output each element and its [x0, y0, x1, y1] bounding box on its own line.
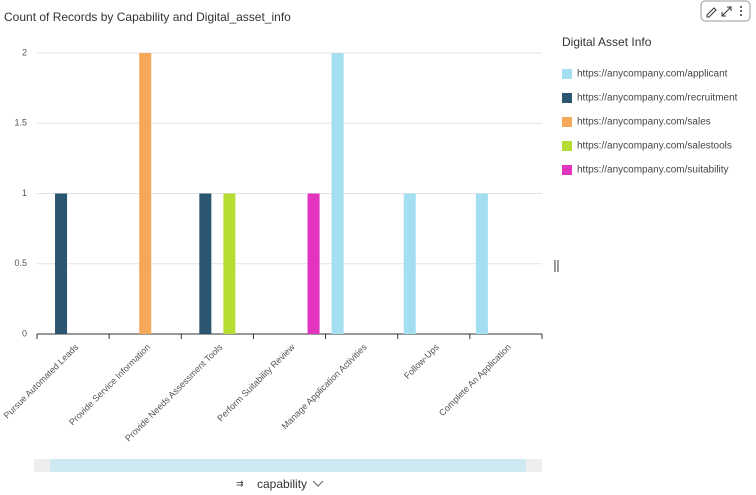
edit-icon[interactable] — [706, 7, 717, 18]
legend-swatch — [562, 69, 572, 79]
legend-label: https://anycompany.com/recruitment — [577, 93, 738, 104]
y-tick-label: 2 — [22, 47, 27, 57]
bar — [139, 53, 152, 334]
legend-swatch — [562, 141, 572, 151]
menu-dot[interactable] — [740, 14, 742, 16]
x-tick-label: Pursue Automated Leads — [2, 342, 81, 421]
scrollbar-thumb[interactable] — [50, 459, 526, 472]
y-tick-label: 0 — [22, 328, 27, 338]
bar — [223, 193, 236, 334]
legend-label: https://anycompany.com/suitability — [577, 165, 729, 176]
bar — [199, 193, 212, 334]
chart-title: Count of Records by Capability and Digit… — [4, 10, 291, 24]
toolbar-box — [700, 0, 751, 22]
legend-label: https://anycompany.com/salestools — [577, 141, 732, 152]
x-tick-label: Follow-Ups — [402, 342, 441, 381]
y-tick-label: 1 — [22, 188, 27, 198]
legend-label: https://anycompany.com/sales — [577, 117, 711, 128]
y-tick-label: 1.5 — [14, 118, 27, 128]
expand-icon[interactable] — [721, 6, 732, 17]
x-tick-label: Manage Application Activities — [280, 342, 369, 431]
x-tick-label: Complete An Application — [437, 342, 513, 418]
x-axis-label[interactable]: capability — [257, 477, 307, 491]
menu-dot[interactable] — [740, 10, 742, 12]
bar — [55, 193, 68, 334]
legend-title: Digital Asset Info — [562, 35, 652, 49]
dropdown-icon[interactable] — [312, 480, 324, 487]
legend-label: https://anycompany.com/applicant — [577, 69, 728, 80]
bar — [403, 193, 416, 334]
bar — [475, 193, 488, 334]
menu-dot[interactable] — [740, 6, 742, 8]
legend-swatch — [562, 93, 572, 103]
toolbar[interactable] — [700, 0, 751, 22]
legend-swatch — [562, 117, 572, 127]
x-tick-label: Perform Suitability Review — [215, 342, 297, 424]
bar — [331, 53, 344, 334]
bar — [307, 193, 320, 334]
x-tick-label: Provide Service Information — [67, 342, 152, 427]
y-tick-label: 0.5 — [14, 258, 27, 268]
sort-icon[interactable]: ⇉ — [236, 478, 244, 488]
legend-swatch — [562, 165, 572, 175]
